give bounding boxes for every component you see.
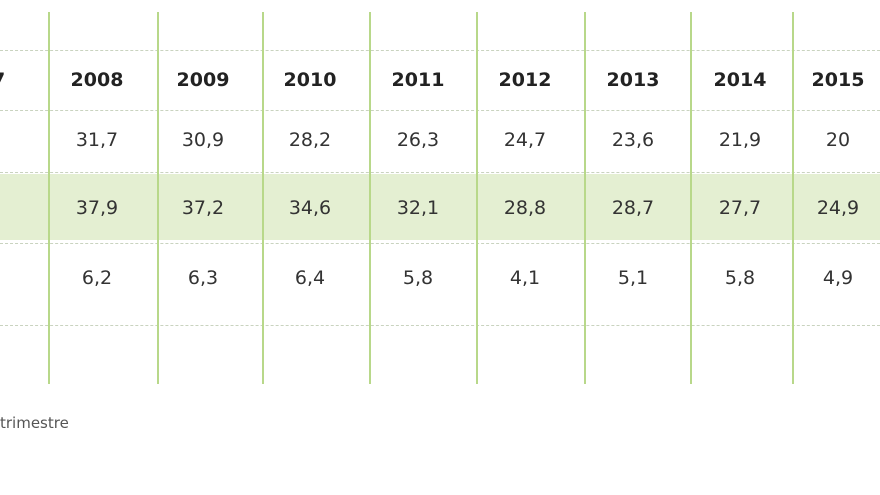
table-cell: 28,2: [288, 129, 332, 151]
column-divider: [584, 12, 586, 384]
footnote: trimestre: [0, 414, 69, 432]
column-divider: [690, 12, 692, 384]
table-cell: 8: [0, 128, 42, 152]
table-cell: 4,1: [509, 267, 541, 289]
table-cell: 4,9: [822, 267, 854, 289]
table-cell: 24,9: [816, 197, 860, 219]
table-cell: 5,1: [617, 267, 649, 289]
row-divider: [0, 50, 880, 51]
row-divider: [0, 243, 880, 244]
table-cell: 1: [0, 196, 42, 220]
highlight-row-band: [0, 174, 880, 240]
table-cell: 20: [825, 129, 851, 151]
table-cell: 28,7: [611, 197, 655, 219]
row-divider: [0, 325, 880, 326]
column-divider: [369, 12, 371, 384]
column-header: 2011: [391, 69, 445, 91]
table-cell: 27,7: [718, 197, 762, 219]
column-divider: [476, 12, 478, 384]
table-cell: 23,6: [611, 129, 655, 151]
column-header: 2014: [713, 69, 767, 91]
column-header: 2013: [606, 69, 660, 91]
table-cell: 6,2: [81, 267, 113, 289]
column-divider: [48, 12, 50, 384]
column-header: 2010: [283, 69, 337, 91]
table-cell: 24,7: [503, 129, 547, 151]
table-cell: 37,2: [181, 197, 225, 219]
column-header: 2012: [498, 69, 552, 91]
table-cell: 37,9: [75, 197, 119, 219]
table-cell: 3: [0, 266, 42, 290]
table-cell: 6,3: [187, 267, 219, 289]
table-cell: 31,7: [75, 129, 119, 151]
table-cell: 34,6: [288, 197, 332, 219]
column-header: 07: [0, 68, 42, 92]
row-divider: [0, 110, 880, 111]
table-cell: 6,4: [294, 267, 326, 289]
column-header: 2015: [811, 69, 865, 91]
table-cell: 5,8: [724, 267, 756, 289]
table-cell: 28,8: [503, 197, 547, 219]
column-divider: [262, 12, 264, 384]
table-cell: 30,9: [181, 129, 225, 151]
column-header: 2008: [70, 69, 124, 91]
table-cell: 26,3: [396, 129, 440, 151]
table-cell: 32,1: [396, 197, 440, 219]
row-divider: [0, 172, 880, 173]
table-cell: 5,8: [402, 267, 434, 289]
column-header: 2009: [176, 69, 230, 91]
table-cell: 21,9: [718, 129, 762, 151]
column-divider: [792, 12, 794, 384]
column-divider: [157, 12, 159, 384]
